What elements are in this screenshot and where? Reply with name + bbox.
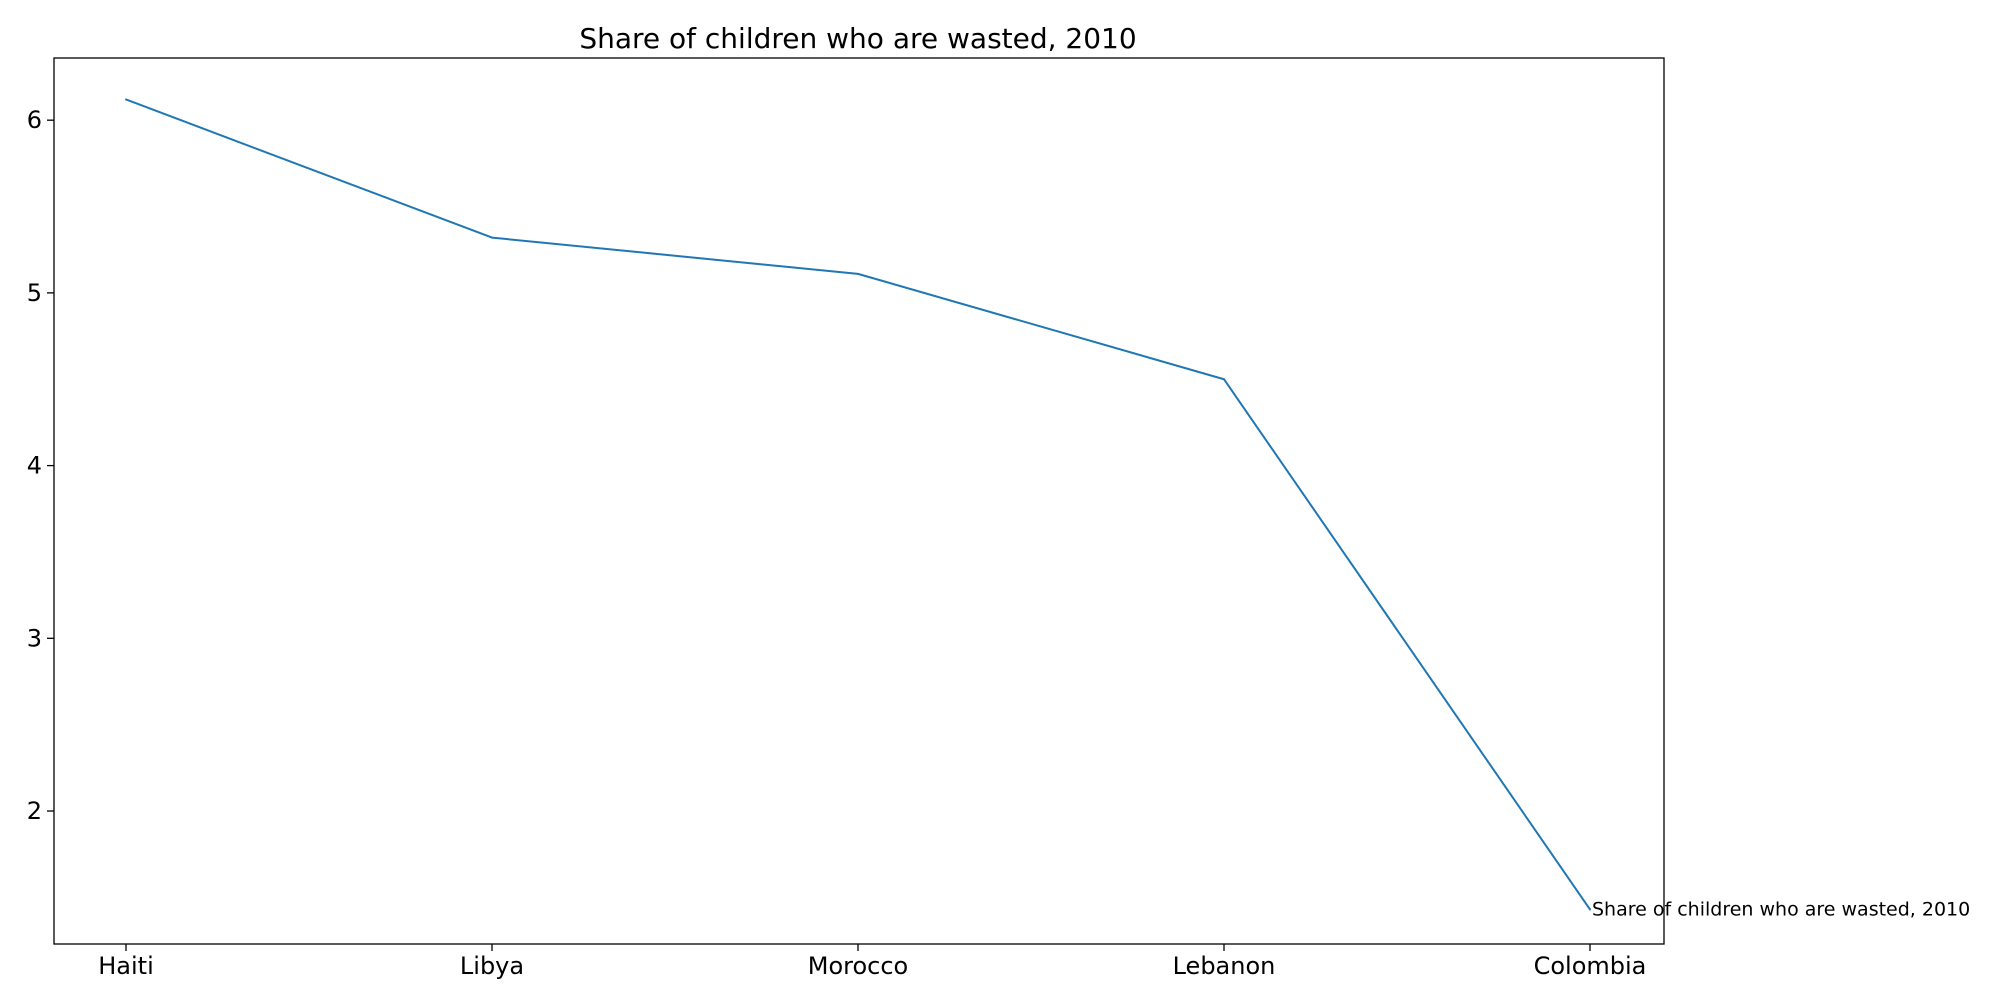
x-tick-label-morocco: Morocco (808, 952, 909, 980)
y-tick-label: 4 (27, 452, 42, 480)
x-tick-label-libya: Libya (460, 952, 524, 980)
y-tick-label: 6 (27, 106, 42, 134)
x-tick-label-haiti: Haiti (98, 952, 154, 980)
y-axis: 2 3 4 5 6 (27, 106, 54, 825)
series-layer: Share of children who are wasted, 2010 (125, 98, 1970, 920)
x-axis: Haiti Libya Morocco Lebanon Colombia (98, 944, 1646, 980)
data-point-morocco (857, 272, 859, 275)
x-tick-label-lebanon: Lebanon (1173, 952, 1276, 980)
data-point-colombia (1589, 908, 1591, 911)
chart-title: Share of children who are wasted, 2010 (579, 22, 1136, 55)
plot-area-frame (53, 57, 1665, 945)
data-point-haiti (125, 98, 127, 101)
x-tick-label-colombia: Colombia (1534, 952, 1647, 980)
data-point-libya (491, 236, 493, 239)
y-tick-label: 5 (27, 279, 42, 307)
series-line (125, 98, 1591, 911)
data-point-lebanon (1223, 378, 1225, 381)
y-tick-label: 2 (27, 797, 42, 825)
y-tick-label: 3 (27, 624, 42, 652)
series-end-label: Share of children who are wasted, 2010 (1592, 898, 1970, 920)
